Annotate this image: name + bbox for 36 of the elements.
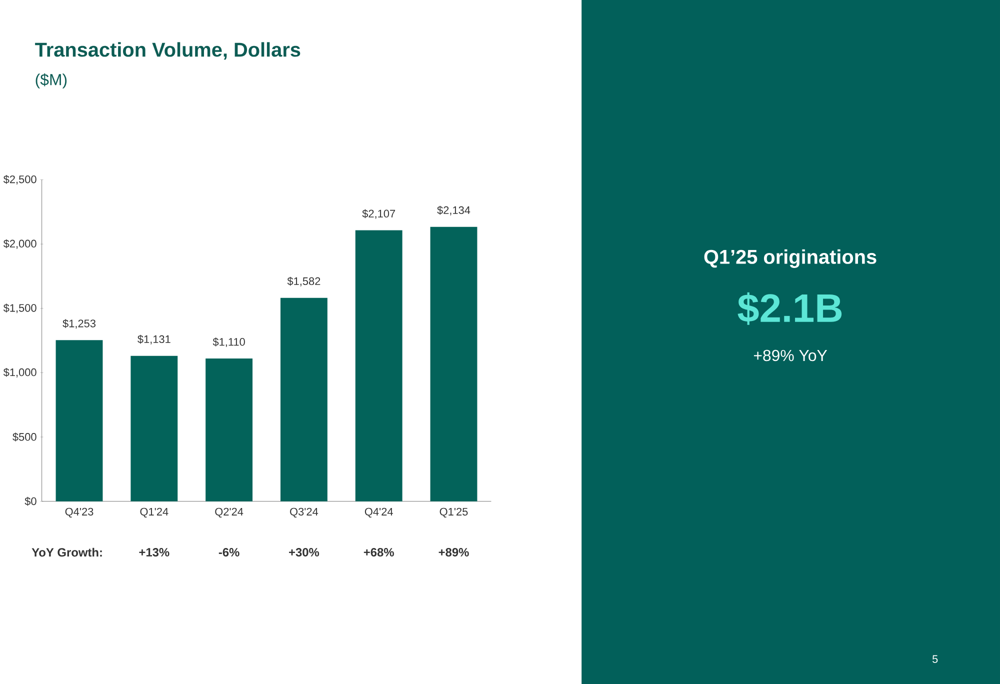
text: $2.1B (738, 292, 842, 325)
y-tick-label: $500 (12, 432, 36, 442)
bar (430, 226, 478, 502)
text: +13% (139, 548, 170, 556)
text: 5 (932, 655, 938, 663)
text: Q1’25 originations (704, 249, 876, 268)
x-tick-label: Q1'25 (440, 508, 468, 518)
bar (130, 356, 178, 502)
data-label: $1,582 (287, 276, 320, 286)
bar (280, 298, 328, 502)
x-tick-label: Q2'24 (215, 508, 244, 518)
bar (355, 230, 402, 502)
y-tick-label: $1,000 (3, 368, 36, 378)
bar (56, 340, 103, 502)
data-label: $1,131 (138, 334, 170, 344)
data-label: $2,107 (362, 209, 396, 219)
text: +89% (438, 548, 469, 556)
text: +30% (289, 548, 320, 556)
data-label: $1,110 (212, 338, 245, 348)
x-tick-label: Q3'24 (290, 508, 318, 518)
data-label: $2,134 (437, 206, 470, 216)
x-tick-label: Q4'23 (65, 508, 94, 518)
bar (206, 358, 253, 502)
text: +68% (364, 548, 394, 556)
text: YoY Growth: (32, 548, 102, 557)
y-tick-label: $1,500 (3, 304, 36, 314)
x-tick-label: Q1'24 (140, 508, 168, 518)
y-tick-label: $2,000 (3, 239, 36, 249)
y-tick-label: $2,500 (3, 174, 36, 184)
chart-subtitle: ($M) (36, 73, 67, 88)
text: +89% YoY (754, 350, 828, 362)
chart-title: Transaction Volume, Dollars (35, 42, 300, 60)
data-label: $1,253 (62, 319, 96, 329)
x-tick-label: Q4'24 (364, 508, 393, 518)
y-tick-label: $0 (24, 496, 36, 506)
text: -6% (218, 548, 240, 556)
